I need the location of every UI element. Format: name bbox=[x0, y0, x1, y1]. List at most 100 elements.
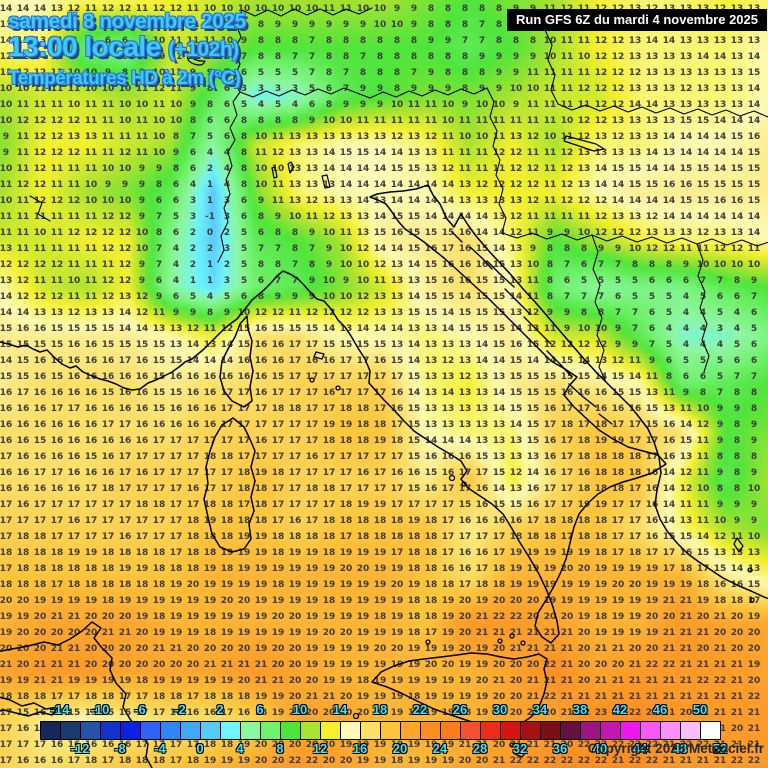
svg-text:11: 11 bbox=[0, 180, 12, 190]
svg-text:19: 19 bbox=[748, 660, 761, 670]
svg-text:9: 9 bbox=[530, 244, 536, 254]
svg-text:19: 19 bbox=[85, 676, 98, 686]
svg-text:13: 13 bbox=[748, 36, 761, 46]
svg-text:13: 13 bbox=[170, 324, 183, 334]
svg-text:9: 9 bbox=[445, 84, 451, 94]
svg-text:13: 13 bbox=[289, 164, 302, 174]
svg-text:21: 21 bbox=[595, 692, 608, 702]
svg-text:9: 9 bbox=[462, 100, 468, 110]
scale-label-top: 14 bbox=[332, 702, 348, 717]
scale-cell bbox=[520, 721, 541, 740]
svg-text:19: 19 bbox=[51, 596, 64, 606]
svg-text:13: 13 bbox=[680, 36, 693, 46]
svg-text:10: 10 bbox=[136, 100, 149, 110]
svg-text:16: 16 bbox=[391, 468, 404, 478]
svg-text:18: 18 bbox=[323, 516, 336, 526]
svg-text:19: 19 bbox=[119, 596, 132, 606]
svg-text:19: 19 bbox=[238, 740, 251, 750]
svg-text:15: 15 bbox=[119, 708, 132, 718]
svg-text:6: 6 bbox=[156, 196, 162, 206]
svg-text:19: 19 bbox=[595, 564, 608, 574]
scale-label-bottom: 32 bbox=[512, 741, 528, 756]
svg-text:17: 17 bbox=[187, 740, 200, 750]
svg-text:13: 13 bbox=[391, 276, 404, 286]
svg-text:12: 12 bbox=[595, 228, 608, 238]
svg-text:10: 10 bbox=[459, 132, 472, 142]
svg-text:21: 21 bbox=[510, 644, 523, 654]
svg-text:19: 19 bbox=[680, 580, 693, 590]
svg-text:20: 20 bbox=[85, 628, 98, 638]
svg-text:15: 15 bbox=[646, 404, 659, 414]
svg-text:13: 13 bbox=[459, 356, 472, 366]
svg-text:11: 11 bbox=[476, 148, 489, 158]
svg-text:16: 16 bbox=[34, 484, 47, 494]
svg-text:10: 10 bbox=[119, 100, 132, 110]
svg-text:19: 19 bbox=[442, 644, 455, 654]
svg-text:18: 18 bbox=[714, 596, 727, 606]
svg-text:20: 20 bbox=[612, 660, 625, 670]
scale-cell bbox=[300, 721, 321, 740]
svg-text:15: 15 bbox=[391, 164, 404, 174]
svg-text:19: 19 bbox=[442, 756, 455, 766]
svg-text:16: 16 bbox=[0, 420, 12, 430]
svg-text:22: 22 bbox=[493, 612, 506, 622]
svg-text:7: 7 bbox=[462, 36, 468, 46]
scale-label-bottom: 0 bbox=[196, 741, 204, 756]
svg-text:14: 14 bbox=[493, 228, 506, 238]
svg-text:12: 12 bbox=[612, 356, 625, 366]
svg-text:19: 19 bbox=[544, 564, 557, 574]
svg-text:8: 8 bbox=[292, 244, 298, 254]
svg-text:13: 13 bbox=[306, 132, 319, 142]
svg-text:21: 21 bbox=[595, 644, 608, 654]
lake-como bbox=[287, 161, 295, 174]
svg-text:20: 20 bbox=[136, 660, 149, 670]
svg-text:9: 9 bbox=[615, 324, 621, 334]
svg-text:13: 13 bbox=[714, 548, 727, 558]
svg-text:15: 15 bbox=[408, 372, 421, 382]
svg-text:13: 13 bbox=[510, 436, 523, 446]
svg-text:17: 17 bbox=[136, 532, 149, 542]
svg-text:13: 13 bbox=[731, 228, 744, 238]
svg-text:12: 12 bbox=[357, 308, 370, 318]
svg-text:11: 11 bbox=[680, 404, 693, 414]
svg-text:8: 8 bbox=[258, 36, 264, 46]
svg-text:20: 20 bbox=[306, 740, 319, 750]
svg-text:22: 22 bbox=[561, 756, 574, 766]
svg-text:16: 16 bbox=[102, 468, 115, 478]
svg-text:15: 15 bbox=[748, 180, 761, 190]
svg-text:21: 21 bbox=[663, 756, 676, 766]
svg-text:8: 8 bbox=[292, 228, 298, 238]
svg-text:18: 18 bbox=[493, 580, 506, 590]
svg-text:17: 17 bbox=[272, 436, 285, 446]
svg-text:17: 17 bbox=[119, 484, 132, 494]
svg-text:6: 6 bbox=[224, 84, 230, 94]
svg-text:14: 14 bbox=[663, 212, 676, 222]
svg-text:13: 13 bbox=[680, 452, 693, 462]
svg-text:4: 4 bbox=[224, 164, 230, 174]
svg-text:19: 19 bbox=[629, 564, 642, 574]
svg-text:16: 16 bbox=[17, 452, 30, 462]
svg-text:17: 17 bbox=[629, 500, 642, 510]
svg-text:16: 16 bbox=[68, 740, 81, 750]
svg-text:19: 19 bbox=[374, 756, 387, 766]
svg-text:7: 7 bbox=[88, 52, 94, 62]
svg-text:10: 10 bbox=[0, 100, 12, 110]
svg-text:10: 10 bbox=[68, 100, 81, 110]
svg-text:11: 11 bbox=[544, 68, 557, 78]
svg-text:14: 14 bbox=[221, 340, 234, 350]
svg-text:12: 12 bbox=[34, 132, 47, 142]
svg-text:13: 13 bbox=[493, 452, 506, 462]
svg-text:3: 3 bbox=[292, 84, 298, 94]
svg-text:16: 16 bbox=[374, 356, 387, 366]
svg-text:6: 6 bbox=[734, 292, 740, 302]
svg-text:9: 9 bbox=[377, 84, 383, 94]
svg-text:5: 5 bbox=[751, 324, 757, 334]
svg-text:5: 5 bbox=[717, 308, 723, 318]
svg-text:10: 10 bbox=[578, 52, 591, 62]
svg-text:8: 8 bbox=[122, 68, 128, 78]
svg-text:22: 22 bbox=[629, 708, 642, 718]
svg-text:6: 6 bbox=[581, 260, 587, 270]
svg-text:17: 17 bbox=[272, 420, 285, 430]
svg-text:10: 10 bbox=[17, 84, 30, 94]
